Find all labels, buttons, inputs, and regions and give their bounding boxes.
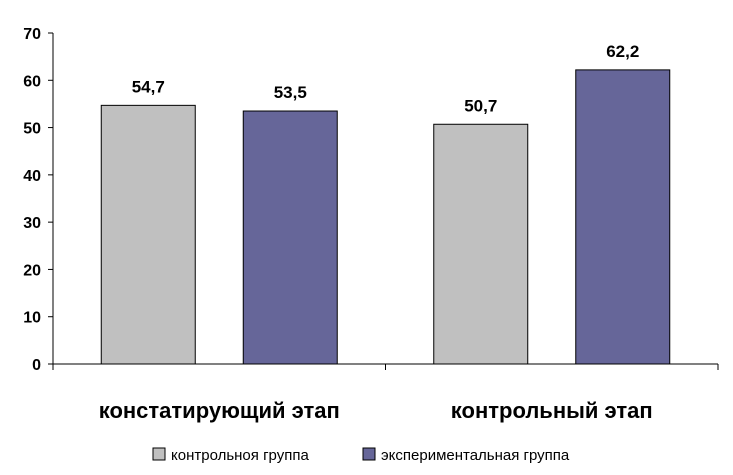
y-axis-ticks: 0 10 20 30 40 50 60 70	[23, 26, 53, 374]
bar	[433, 123, 529, 365]
legend: контрольноя группа экспериментальная груп…	[152, 447, 570, 464]
y-tick-label: 40	[23, 168, 41, 185]
y-tick-label: 50	[23, 121, 41, 138]
data-label: 50,7	[464, 96, 497, 115]
data-label: 62,2	[606, 42, 639, 61]
bar	[575, 69, 671, 365]
bar	[100, 104, 196, 365]
y-tick-label: 0	[32, 357, 41, 374]
category-label: контрольный этап	[451, 398, 653, 423]
bar	[242, 110, 338, 365]
y-tick-label: 20	[23, 262, 41, 279]
legend-label: экспериментальная группа	[381, 447, 570, 464]
y-tick-label: 70	[23, 26, 41, 43]
legend-swatch	[362, 447, 376, 461]
data-label: 54,7	[132, 77, 165, 96]
data-label: 53,5	[274, 83, 307, 102]
bars	[100, 69, 671, 365]
y-tick-label: 60	[23, 73, 41, 90]
legend-label: контрольноя группа	[171, 447, 309, 464]
category-label: констатирующий этап	[99, 398, 340, 423]
y-tick-label: 10	[23, 310, 41, 327]
category-labels: констатирующий этап контрольный этап	[99, 398, 653, 423]
legend-swatch	[152, 447, 166, 461]
y-tick-label: 30	[23, 215, 41, 232]
data-labels: 54,7 53,5 50,7 62,2	[132, 42, 640, 115]
